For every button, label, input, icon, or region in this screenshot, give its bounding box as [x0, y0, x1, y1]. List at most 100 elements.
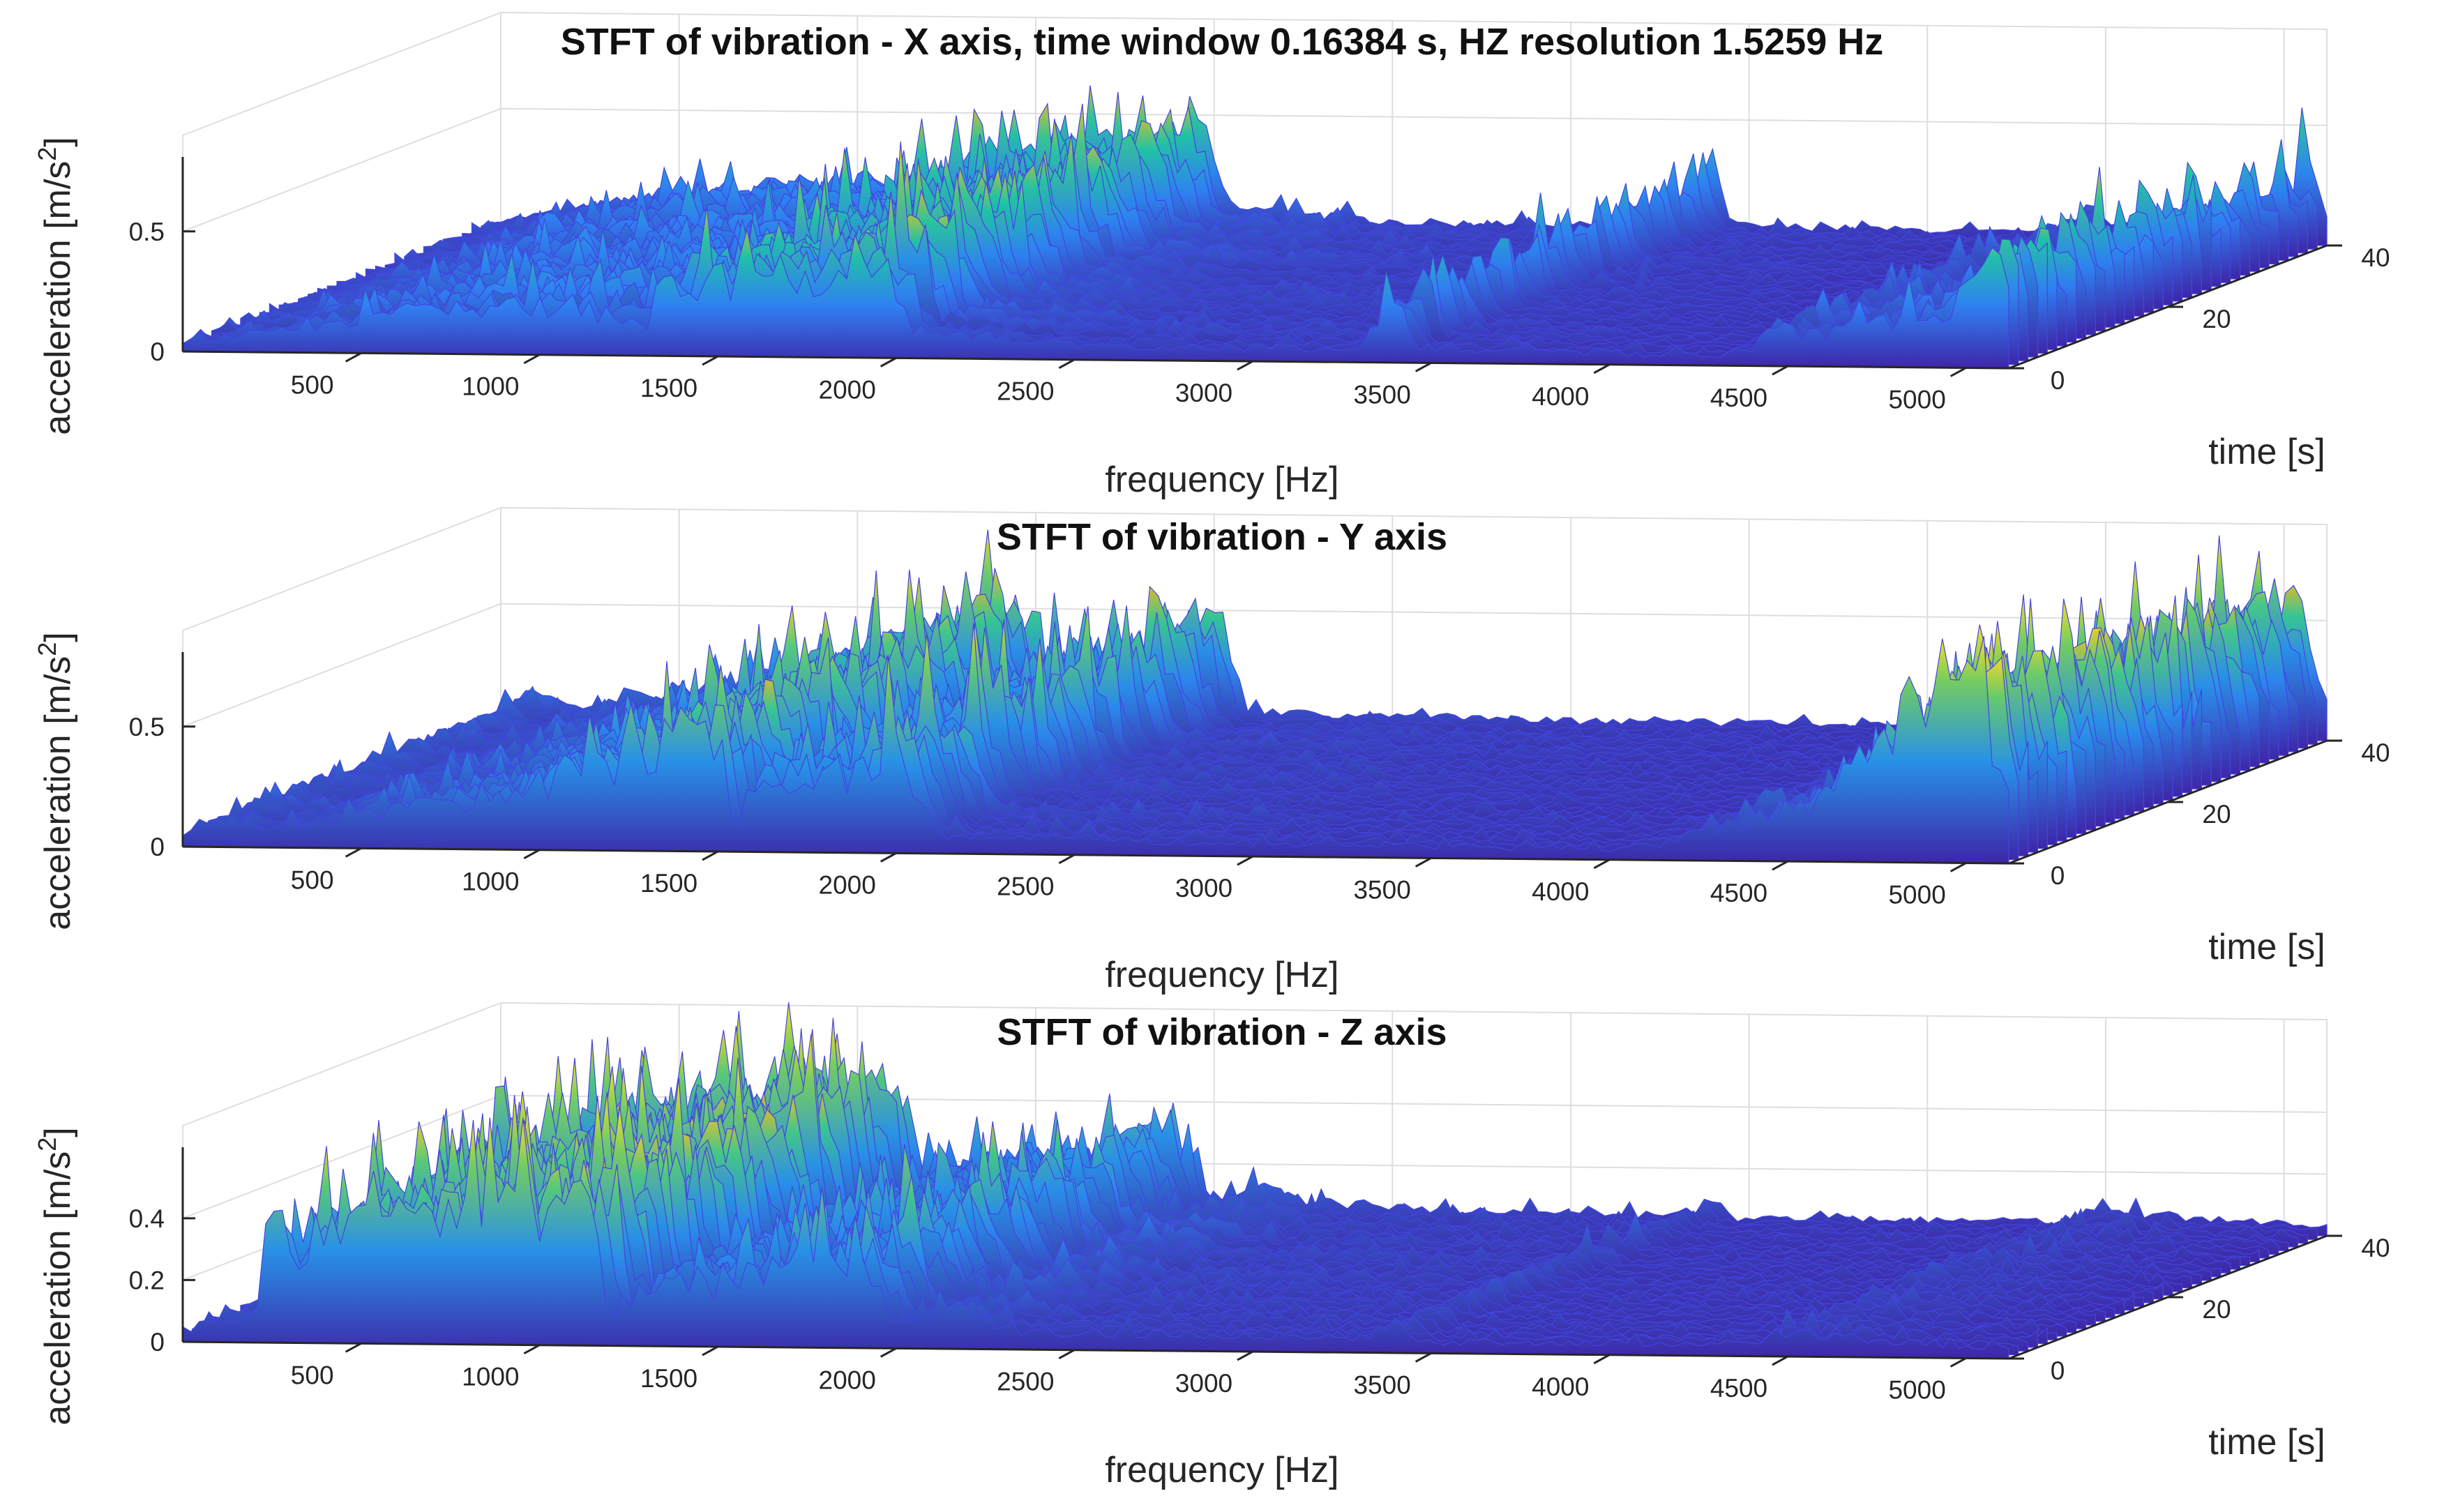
- x-tick: [523, 354, 541, 365]
- x-tick-label: 3500: [1353, 380, 1410, 409]
- x-tick-label: 2000: [819, 375, 876, 404]
- x-tick-label: 1500: [640, 869, 697, 898]
- z-tick-label: 0: [150, 1328, 165, 1356]
- time-tick-label: 40: [2361, 739, 2390, 767]
- x-tick-label: 2000: [819, 1366, 876, 1394]
- z-tick-label: 0: [150, 833, 165, 861]
- x-tick: [880, 852, 897, 863]
- x-tick: [1058, 854, 1076, 865]
- time-tick-label: 20: [2202, 800, 2231, 829]
- x-tick: [523, 849, 541, 860]
- x-tick: [1593, 1354, 1611, 1365]
- chart-panel-3: 500 1000 1500 2000 2500 3000 3500 4000 4500 50000…: [33, 1002, 2390, 1490]
- z-tick-label: 0.4: [129, 1204, 165, 1233]
- x-tick: [1237, 360, 1253, 371]
- chart-title: STFT of vibration - X axis, time window …: [561, 21, 1884, 63]
- x-tick: [1772, 860, 1788, 871]
- x-tick-label: 4500: [1710, 879, 1767, 907]
- axes: 500 1000 1500 2000 2500 3000 3500 4000 4500 50000…: [129, 652, 2390, 909]
- x-tick-label: 4500: [1710, 1374, 1767, 1403]
- time-axis-label: time [s]: [2208, 432, 2325, 472]
- x-tick: [880, 1347, 897, 1358]
- z-tick-label: 0.2: [129, 1266, 165, 1294]
- x-tick: [702, 1345, 718, 1356]
- z-axis-label: acceleration [m/s2]: [33, 1127, 78, 1426]
- axes: 500 1000 1500 2000 2500 3000 3500 4000 4500 50000…: [129, 157, 2390, 414]
- z-tick-label: 0: [150, 338, 165, 366]
- surface-ridges: [182, 1002, 2328, 1359]
- x-tick: [1058, 1349, 1076, 1360]
- x-tick: [1772, 365, 1788, 376]
- x-axis-label: frequency [Hz]: [1105, 460, 1338, 500]
- x-tick-label: 4500: [1710, 384, 1767, 412]
- x-tick: [345, 1343, 362, 1353]
- x-tick: [702, 850, 718, 861]
- x-tick: [345, 352, 362, 363]
- chart-title: STFT of vibration - Y axis: [997, 516, 1447, 558]
- time-tick-label: 40: [2361, 243, 2390, 272]
- x-tick: [1237, 1350, 1253, 1361]
- x-tick: [1593, 859, 1611, 870]
- time-tick-label: 40: [2361, 1234, 2390, 1262]
- x-tick-label: 3000: [1175, 1369, 1232, 1398]
- x-tick-label: 4000: [1532, 877, 1589, 906]
- x-tick-label: 500: [291, 865, 334, 894]
- x-tick: [1058, 358, 1076, 370]
- surface-ridge: [182, 1117, 2009, 1359]
- surface-ridge: [182, 229, 2009, 369]
- x-tick-label: 4000: [1532, 382, 1589, 411]
- x-tick-label: 3000: [1175, 874, 1232, 902]
- x-tick-label: 2000: [819, 870, 876, 899]
- x-tick-label: 5000: [1888, 1375, 1945, 1404]
- z-tick-label: 0.5: [129, 218, 165, 246]
- surface-ridge: [182, 636, 2009, 864]
- x-tick-label: 1000: [462, 868, 519, 896]
- x-tick: [1949, 367, 1967, 377]
- x-axis-line: [182, 350, 2009, 370]
- x-tick: [1415, 857, 1432, 868]
- x-tick-label: 2500: [997, 1368, 1054, 1396]
- x-tick-label: 1000: [462, 372, 519, 401]
- time-tick-label: 0: [2051, 861, 2065, 890]
- chart-title: STFT of vibration - Z axis: [997, 1011, 1447, 1053]
- x-tick-label: 1500: [640, 374, 697, 402]
- x-axis-label: frequency [Hz]: [1105, 955, 1338, 995]
- x-tick: [1593, 363, 1611, 375]
- x-tick-label: 3500: [1353, 1370, 1410, 1399]
- x-tick: [1237, 855, 1253, 866]
- time-axis-label: time [s]: [2208, 927, 2325, 967]
- x-tick-label: 5000: [1888, 880, 1945, 909]
- surface-ridges: [182, 85, 2328, 369]
- time-tick-label: 20: [2202, 1295, 2231, 1324]
- x-tick: [1772, 1355, 1788, 1366]
- x-tick-label: 4000: [1532, 1373, 1589, 1401]
- x-tick-label: 500: [291, 1361, 334, 1389]
- x-tick-label: 3000: [1175, 379, 1232, 407]
- x-axis-label: frequency [Hz]: [1105, 1450, 1338, 1490]
- z-tick-label: 0.5: [129, 713, 165, 741]
- x-tick: [880, 357, 897, 368]
- x-axis-line: [182, 845, 2009, 865]
- axes: 500 1000 1500 2000 2500 3000 3500 4000 4500 50000…: [129, 1147, 2390, 1404]
- x-tick-label: 2500: [997, 872, 1054, 901]
- x-tick-label: 1000: [462, 1363, 519, 1391]
- x-tick-label: 500: [291, 370, 334, 399]
- x-tick: [1415, 1352, 1432, 1363]
- time-tick-label: 0: [2051, 1356, 2065, 1385]
- x-tick: [523, 1344, 541, 1355]
- panels: 500 1000 1500 2000 2500 3000 3500 4000 4500 50000…: [33, 12, 2390, 1490]
- chart-panel-1: 500 1000 1500 2000 2500 3000 3500 4000 4500 50000…: [33, 12, 2390, 500]
- x-tick-label: 2500: [997, 377, 1054, 406]
- z-axis-label: acceleration [m/s2]: [33, 632, 78, 930]
- x-tick-label: 3500: [1353, 875, 1410, 904]
- time-axis-label: time [s]: [2208, 1422, 2325, 1462]
- x-tick-label: 1500: [640, 1364, 697, 1393]
- z-axis-label: acceleration [m/s2]: [33, 137, 78, 435]
- time-tick-label: 20: [2202, 305, 2231, 333]
- chart-panel-2: 500 1000 1500 2000 2500 3000 3500 4000 4500 50000…: [33, 507, 2390, 995]
- surface-ridges: [182, 529, 2328, 864]
- x-axis-line: [182, 1340, 2009, 1360]
- x-tick: [1415, 362, 1432, 372]
- x-tick: [702, 355, 718, 366]
